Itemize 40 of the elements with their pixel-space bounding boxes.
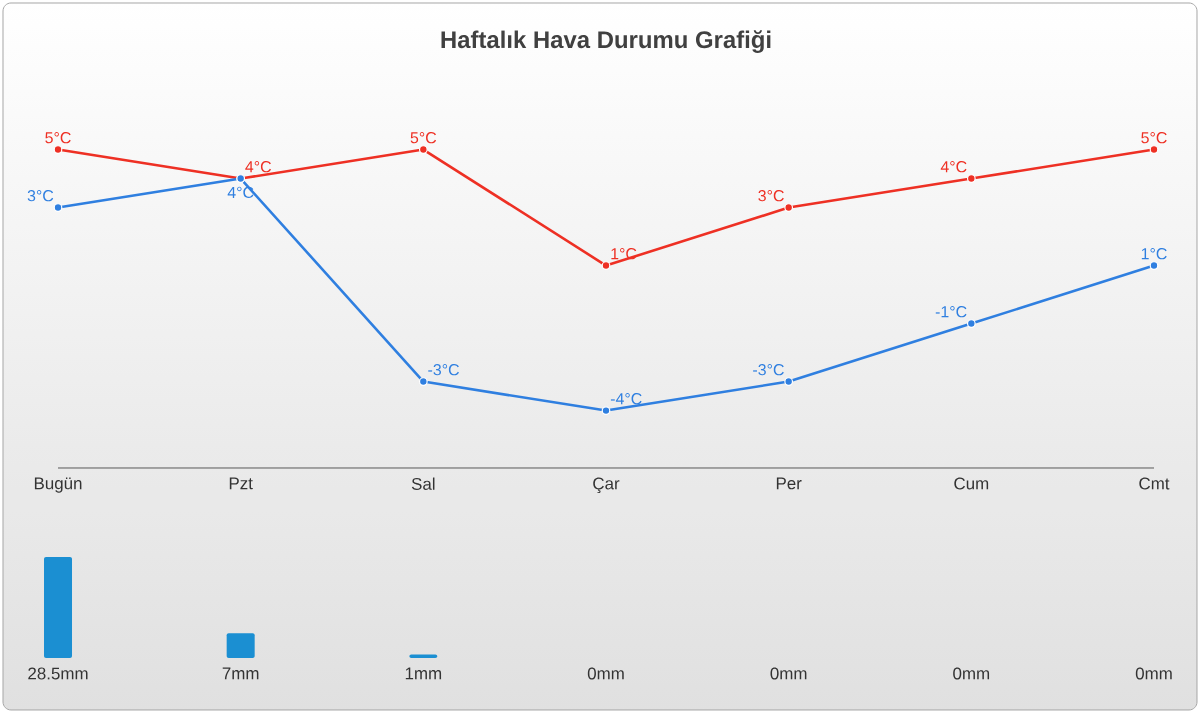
point xyxy=(784,377,794,386)
x-tick-label: Çar xyxy=(593,477,620,493)
data-label: 4°C xyxy=(245,161,272,173)
point xyxy=(966,174,976,183)
x-tick-label: Sal xyxy=(411,477,435,490)
data-label: 5°C xyxy=(1141,132,1167,144)
data-label: 3°C xyxy=(27,190,54,202)
x-tick-label: Cmt xyxy=(1139,477,1170,490)
data-label: 1mm xyxy=(405,667,442,680)
data-label: 0mm xyxy=(770,667,807,680)
data-label: 5°C xyxy=(45,132,71,144)
x-tick-label: Bugün xyxy=(34,477,82,493)
chart-title: Haftalık Hava Durumu Grafiği xyxy=(441,30,771,53)
point xyxy=(1149,145,1159,154)
data-label: 0mm xyxy=(587,667,624,680)
data-label: 0mm xyxy=(1135,667,1172,680)
point xyxy=(1149,261,1159,270)
point xyxy=(418,145,428,154)
data-label: 4°C xyxy=(227,186,254,199)
point xyxy=(966,319,976,328)
x-tick-label: Cum xyxy=(954,477,989,490)
point xyxy=(53,203,63,212)
point xyxy=(418,377,428,386)
point xyxy=(784,203,794,212)
data-label: 5°C xyxy=(410,132,437,144)
data-label: -3°C xyxy=(753,364,784,376)
data-label: 7mm xyxy=(222,667,259,680)
data-label: 1°C xyxy=(1141,248,1167,260)
x-tick-label: Per xyxy=(776,477,802,490)
x-tick-label: Pzt xyxy=(229,477,253,490)
data-label: -1°C xyxy=(935,306,967,318)
data-label: 3°C xyxy=(758,190,784,202)
point xyxy=(601,406,611,415)
data-label: 0mm xyxy=(953,667,990,680)
point xyxy=(53,145,63,154)
point xyxy=(601,261,611,270)
data-label: 28.5mm xyxy=(28,667,88,680)
data-label: -4°C xyxy=(610,393,642,405)
data-label: 4°C xyxy=(940,161,967,173)
data-label: -3°C xyxy=(428,364,459,376)
